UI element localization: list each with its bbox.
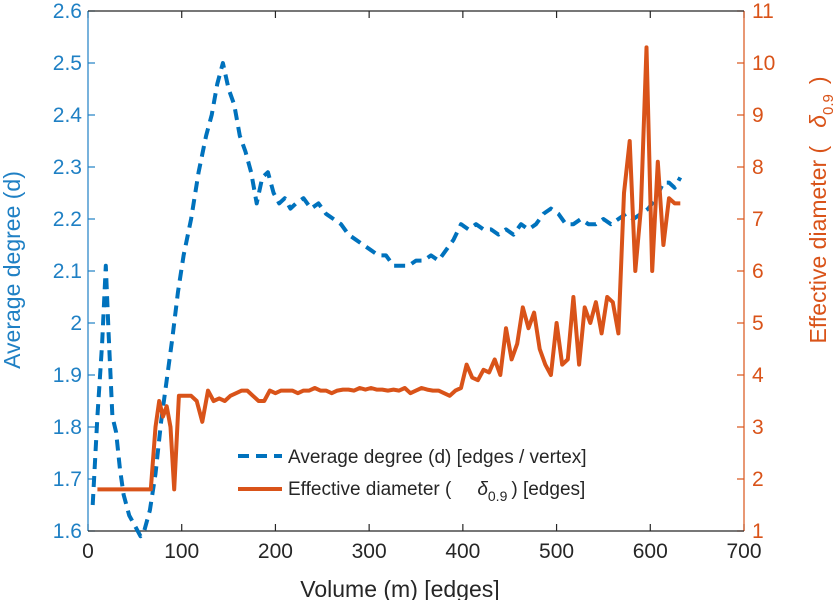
right-tick-label: 8: [752, 156, 764, 179]
x-axis-ticks: 0 100 200 300 400 500 600 700: [82, 11, 762, 563]
x-tick-label: 200: [258, 540, 293, 563]
right-tick-label: 10: [752, 52, 775, 75]
left-tick-label: 1.9: [53, 364, 82, 387]
left-tick-label: 2.2: [53, 208, 82, 231]
x-axis-label: Volume (m) [edges]: [300, 576, 499, 600]
right-axis-label-text: Effective diameter (: [805, 145, 831, 343]
left-tick-label: 2.4: [53, 104, 83, 127]
left-tick-label: 2.1: [53, 260, 82, 283]
right-axis-label-symbol: δ: [805, 115, 831, 128]
left-tick-label: 1.8: [53, 416, 82, 439]
left-tick-label: 2.5: [53, 52, 82, 75]
right-tick-label: 7: [752, 208, 764, 231]
right-tick-label: 5: [752, 312, 764, 335]
left-tick-label: 1.7: [53, 468, 82, 491]
right-tick-label: 6: [752, 260, 764, 283]
right-tick-label: 1: [752, 520, 764, 543]
legend-label-delta-sub: 0.9: [488, 488, 508, 504]
legend: Average degree (d) [edges / vertex] Effe…: [238, 447, 587, 504]
legend-label-effective-diameter-suffix: ) [edges]: [511, 479, 585, 500]
right-axis-label-sub: 0.9: [820, 94, 837, 115]
x-tick-label: 300: [352, 540, 387, 563]
x-tick-label: 100: [164, 540, 199, 563]
right-tick-label: 11: [752, 0, 774, 23]
left-axis-ticks: 1.6 1.7 1.8 1.9 2 2.1 2.2 2.3 2.4 2.5 2.6: [53, 0, 95, 543]
right-axis-ticks: 1 2 3 4 5 6 7 8 9 10 11: [737, 0, 775, 543]
legend-label-effective-diameter: Effective diameter ( δ0.9) [edges]: [288, 479, 585, 504]
x-tick-label: 500: [539, 540, 574, 563]
legend-label-average-degree: Average degree (d) [edges / vertex]: [288, 447, 587, 468]
left-tick-label: 2: [70, 312, 82, 335]
effective-diameter-line: [97, 45, 681, 492]
legend-label-delta-symbol: δ: [477, 479, 488, 500]
right-tick-label: 9: [752, 104, 764, 127]
average-degree-line: [90, 61, 683, 539]
right-tick-label: 2: [752, 468, 764, 491]
right-tick-label: 4: [752, 364, 764, 387]
left-tick-label: 2.3: [53, 156, 82, 179]
x-tick-label: 400: [445, 540, 480, 563]
x-tick-label: 600: [633, 540, 668, 563]
left-tick-label: 1.6: [53, 520, 82, 543]
left-tick-label: 2.6: [53, 0, 82, 23]
right-axis-label: Effective diameter ( δ0.9): [805, 76, 837, 343]
legend-label-effective-diameter-text: Effective diameter (: [288, 479, 452, 500]
right-axis-label-close: ): [805, 76, 831, 84]
x-tick-label: 0: [82, 540, 94, 563]
left-axis-label: Average degree (d): [0, 171, 25, 369]
right-tick-label: 3: [752, 416, 764, 439]
x-tick-label: 700: [726, 540, 761, 563]
